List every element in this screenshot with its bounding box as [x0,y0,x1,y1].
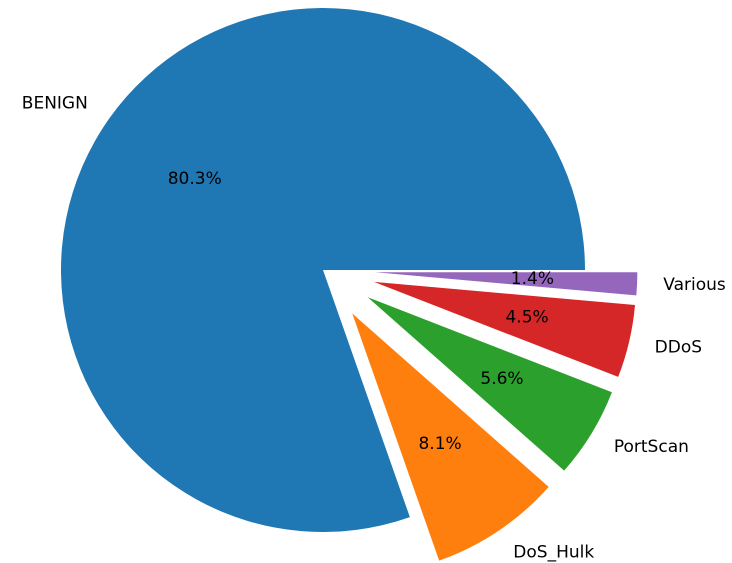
slice-label-various: Various [663,275,726,295]
slice-pct-label-portscan: 5.6% [480,369,523,389]
pie-slice-benign [60,8,586,533]
slice-label-portscan: PortScan [614,437,689,457]
slice-pct-label-ddos: 4.5% [505,308,548,328]
slice-label-ddos: DDoS [655,338,702,358]
pie-slice-various [375,272,638,296]
slice-pct-label-dos-hulk: 8.1% [418,434,461,454]
pie-slice-portscan [367,297,612,471]
pie-slice-ddos [374,281,636,377]
pie-slice-dos-hulk [352,313,549,561]
slice-pct-label-various: 1.4% [511,269,554,289]
slice-label-benign: BENIGN [22,93,88,113]
slice-pct-label-benign: 80.3% [168,169,222,189]
slice-label-dos-hulk: DoS_Hulk [513,542,594,562]
